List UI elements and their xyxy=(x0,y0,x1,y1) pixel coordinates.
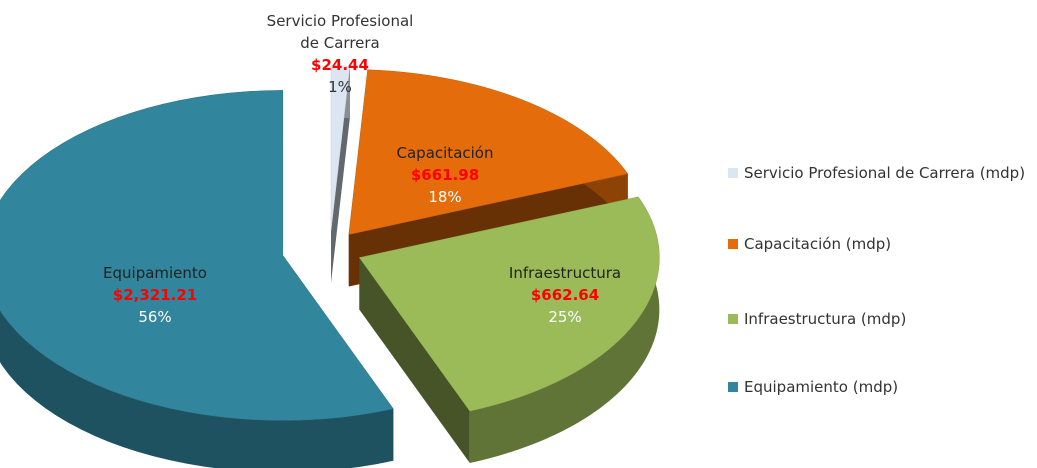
value-label: $24.44 xyxy=(311,56,369,74)
percent-label: 1% xyxy=(328,78,352,96)
legend-item: Capacitación (mdp) xyxy=(728,233,1037,256)
slice-label: Equipamiento $2,321.21 56% xyxy=(55,262,255,328)
slice-side xyxy=(0,90,394,468)
legend-swatch xyxy=(728,382,738,392)
category-label: Capacitación xyxy=(396,144,494,162)
legend-swatch xyxy=(728,314,738,324)
percent-label: 56% xyxy=(138,308,172,326)
category-label: Servicio Profesional de Carrera xyxy=(266,12,414,52)
slice-wall xyxy=(359,257,470,464)
percent-label: 18% xyxy=(428,188,462,206)
slice-top xyxy=(348,69,629,235)
category-label: Equipamiento xyxy=(103,264,207,282)
slice-side xyxy=(469,196,660,464)
percent-label: 25% xyxy=(548,308,582,326)
legend-swatch xyxy=(728,168,738,178)
legend-item: Infraestructura (mdp) xyxy=(728,308,1037,331)
slice xyxy=(358,196,660,464)
slice-wall xyxy=(331,66,350,283)
category-label: Infraestructura xyxy=(508,264,622,282)
legend-label: Equipamiento (mdp) xyxy=(744,378,899,396)
slice-top xyxy=(0,90,394,421)
legend-label: Infraestructura (mdp) xyxy=(744,310,907,328)
slice xyxy=(330,65,351,283)
value-label: $2,321.21 xyxy=(112,286,198,304)
value-label: $661.98 xyxy=(410,166,480,184)
slice-label: Capacitación $661.98 18% xyxy=(345,142,545,208)
slice-label: Servicio Profesional de Carrera $24.44 1% xyxy=(265,10,415,98)
slice-top xyxy=(330,65,351,231)
legend-label: Servicio Profesional de Carrera (mdp) xyxy=(744,164,1026,182)
legend-label: Capacitación (mdp) xyxy=(744,235,892,253)
slice-top xyxy=(358,196,660,412)
legend-item: Equipamiento (mdp) xyxy=(728,376,1037,399)
legend-item: Servicio Profesional de Carrera (mdp) xyxy=(728,162,1037,185)
slice-label: Infraestructura $662.64 25% xyxy=(465,262,665,328)
value-label: $662.64 xyxy=(530,286,600,304)
slice xyxy=(0,90,394,468)
legend-swatch xyxy=(728,239,738,249)
